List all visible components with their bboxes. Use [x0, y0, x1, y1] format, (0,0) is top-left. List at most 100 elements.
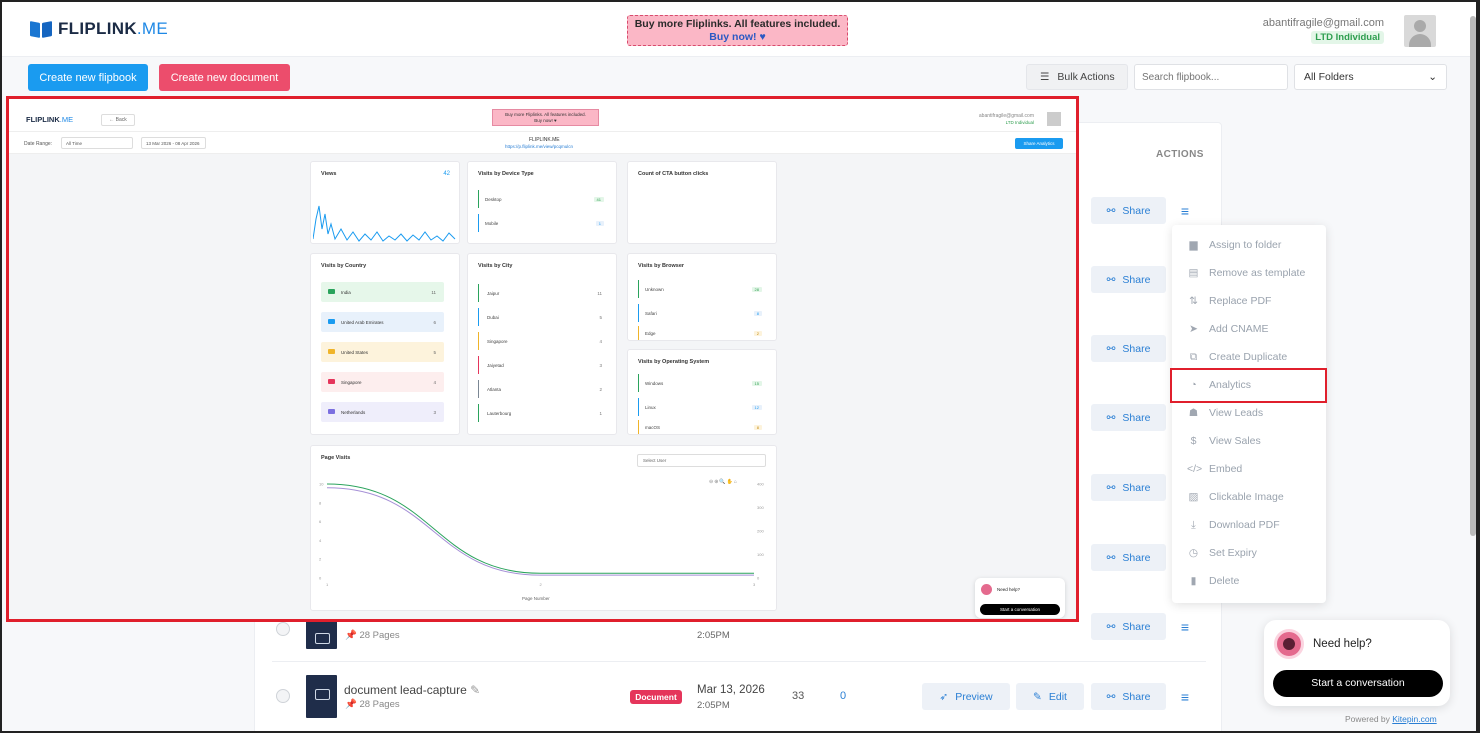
document-title[interactable]: document lead-capture ✎: [344, 683, 481, 697]
menu-item-embed[interactable]: </> Embed: [1187, 463, 1243, 475]
document-thumbnail[interactable]: [306, 675, 337, 718]
flag-icon: [328, 379, 335, 384]
menu-item-remove-template[interactable]: ▤ Remove as template: [1188, 267, 1306, 279]
share-button[interactable]: ⚯ Share: [1091, 335, 1166, 362]
device-card: Visits by Device Type Desktop 41 Mobile 1: [467, 161, 617, 244]
browser-row: Safari 8: [638, 304, 762, 322]
edit-button[interactable]: ✎ Edit: [1016, 683, 1084, 710]
book-logo-icon: [30, 20, 52, 38]
browser-title: Visits by Browser: [638, 263, 685, 269]
city-row: Jaipur 11: [478, 284, 602, 302]
x-axis-label: Page Number: [522, 596, 550, 601]
share-button[interactable]: ⚯ Share: [1091, 613, 1166, 640]
menu-item-view-leads[interactable]: ☗ View Leads: [1188, 407, 1264, 419]
row-menu-button[interactable]: ≡: [1172, 613, 1198, 640]
share-button[interactable]: ⚯ Share: [1091, 197, 1166, 224]
share-icon: ⚯: [1106, 620, 1116, 633]
menu-item-set-expiry[interactable]: ◷ Set Expiry: [1188, 547, 1257, 559]
share-button[interactable]: ⚯ Share: [1091, 266, 1166, 293]
start-conversation-button[interactable]: Start a conversation: [1273, 670, 1443, 697]
chart-toolbar-icons[interactable]: ⊖⊕🔍✋⌂: [709, 479, 738, 485]
embedded-title: FLIPLINK.ME: [529, 137, 560, 143]
menu-item-assign-folder[interactable]: ▆ Assign to folder: [1187, 235, 1317, 255]
y-tick-label: 6: [319, 519, 322, 524]
menu-item-clickable-image[interactable]: ▨ Clickable Image: [1188, 491, 1284, 503]
image-icon: ▨: [1188, 491, 1199, 503]
y2-tick-label: 400: [757, 482, 764, 487]
code-icon: </>: [1187, 463, 1203, 475]
flag-icon: [328, 349, 335, 354]
row-checkbox[interactable]: [276, 622, 290, 636]
menu-item-view-sales[interactable]: $ View Sales: [1187, 431, 1317, 451]
menu-item-replace-pdf[interactable]: ⇅ Replace PDF: [1187, 291, 1317, 311]
trash-icon: ▮: [1190, 575, 1197, 587]
country-row: Singapore 4: [321, 372, 444, 392]
row-menu-button[interactable]: ≡: [1172, 683, 1198, 710]
buy-now-link[interactable]: Buy now! ♥: [709, 31, 766, 43]
views-value: 42: [443, 171, 450, 177]
menu-item-create-duplicate[interactable]: ⧉ Create Duplicate: [1187, 347, 1317, 367]
document-thumbnail[interactable]: [306, 619, 337, 649]
leads-count[interactable]: 0: [840, 690, 847, 702]
user-email: abantifragile@gmail.com: [1262, 17, 1384, 29]
menu-item-analytics[interactable]: ◔ Analytics: [1187, 375, 1317, 395]
row-checkbox[interactable]: [276, 689, 290, 703]
embedded-promo[interactable]: Buy more Fliplinks. All features include…: [492, 109, 599, 126]
promo-text: Buy more Fliplinks. All features include…: [634, 18, 841, 30]
country-row: United States 5: [321, 342, 444, 362]
avatar[interactable]: [1404, 15, 1436, 47]
embedded-back-button[interactable]: ← Back: [101, 114, 135, 126]
pencil-icon[interactable]: ✎: [470, 683, 481, 697]
share-analytics-button[interactable]: Share Analytics: [1015, 138, 1063, 149]
dollar-icon: $: [1190, 435, 1197, 447]
powered-by-link[interactable]: Kitepin.com: [1392, 714, 1437, 724]
select-user-dropdown[interactable]: Select User: [637, 454, 766, 467]
date-span-field[interactable]: 13 Mar 2026 - 08 Apr 2026: [141, 137, 206, 149]
embedded-email: abantifragile@gmail.com: [978, 113, 1034, 119]
embedded-url[interactable]: https://p.fliplink.me/view/pcqmulcn: [505, 144, 574, 149]
logo-text: FLIPLINK: [58, 19, 137, 38]
embedded-start-conversation[interactable]: Start a conversation: [980, 604, 1060, 615]
top-header: FLIPLINK.ME Buy more Fliplinks. All feat…: [2, 2, 1476, 57]
browser-row: Edge 2: [638, 326, 762, 340]
city-row: Atlanta 2: [478, 380, 602, 398]
folder-select[interactable]: All Folders ⌄: [1294, 64, 1447, 90]
created-time: 2:05PM: [697, 700, 730, 711]
menu-lines-icon: ☰: [1040, 71, 1050, 83]
page-count: 📌 28 Pages: [345, 699, 400, 710]
share-button[interactable]: ⚯ Share: [1091, 683, 1166, 710]
date-range-select[interactable]: All Time: [61, 137, 133, 149]
y2-tick-label: 300: [757, 505, 764, 510]
country-row: India 11: [321, 282, 444, 302]
row-menu-button[interactable]: ≡: [1172, 197, 1198, 224]
create-flipbook-button[interactable]: Create new flipbook: [28, 64, 148, 91]
x-tick-label: 2: [540, 582, 543, 587]
share-button[interactable]: ⚯ Share: [1091, 404, 1166, 431]
country-row: United Arab Emirates 6: [321, 312, 444, 332]
bulk-actions-button[interactable]: ☰ Bulk Actions: [1026, 64, 1128, 90]
os-row: Linux 12: [638, 398, 762, 416]
promo-banner[interactable]: Buy more Fliplinks. All features include…: [627, 15, 848, 46]
preview-button[interactable]: ➶ Preview: [922, 683, 1010, 710]
folder-icon: ▆: [1189, 239, 1198, 251]
chevron-down-icon: ⌄: [1428, 71, 1437, 83]
menu-item-add-cname[interactable]: ➤ Add CNAME: [1187, 319, 1317, 339]
cta-title: Count of CTA button clicks: [638, 171, 709, 177]
page-scrollbar[interactable]: [1470, 16, 1476, 536]
share-button[interactable]: ⚯ Share: [1091, 544, 1166, 571]
menu-item-download-pdf[interactable]: ⤓ Download PDF: [1187, 515, 1317, 535]
logo-suffix: .ME: [136, 19, 169, 38]
share-label: Share: [1122, 204, 1151, 217]
chat-widget: Need help? Start a conversation: [1264, 620, 1450, 706]
share-icon: ⚯: [1106, 342, 1116, 355]
create-document-button[interactable]: Create new document: [159, 64, 290, 91]
x-tick-label: 3: [753, 582, 756, 587]
views-title: Views: [321, 171, 337, 177]
search-input[interactable]: [1134, 64, 1288, 90]
chat-avatar: [1274, 629, 1304, 659]
share-button[interactable]: ⚯ Share: [1091, 474, 1166, 501]
page-visits-title: Page Visits: [321, 455, 351, 461]
fliplink-logo[interactable]: FLIPLINK.ME: [30, 19, 168, 39]
hamburger-icon: ≡: [1180, 618, 1190, 635]
menu-item-delete[interactable]: ▮ Delete: [1187, 571, 1317, 591]
